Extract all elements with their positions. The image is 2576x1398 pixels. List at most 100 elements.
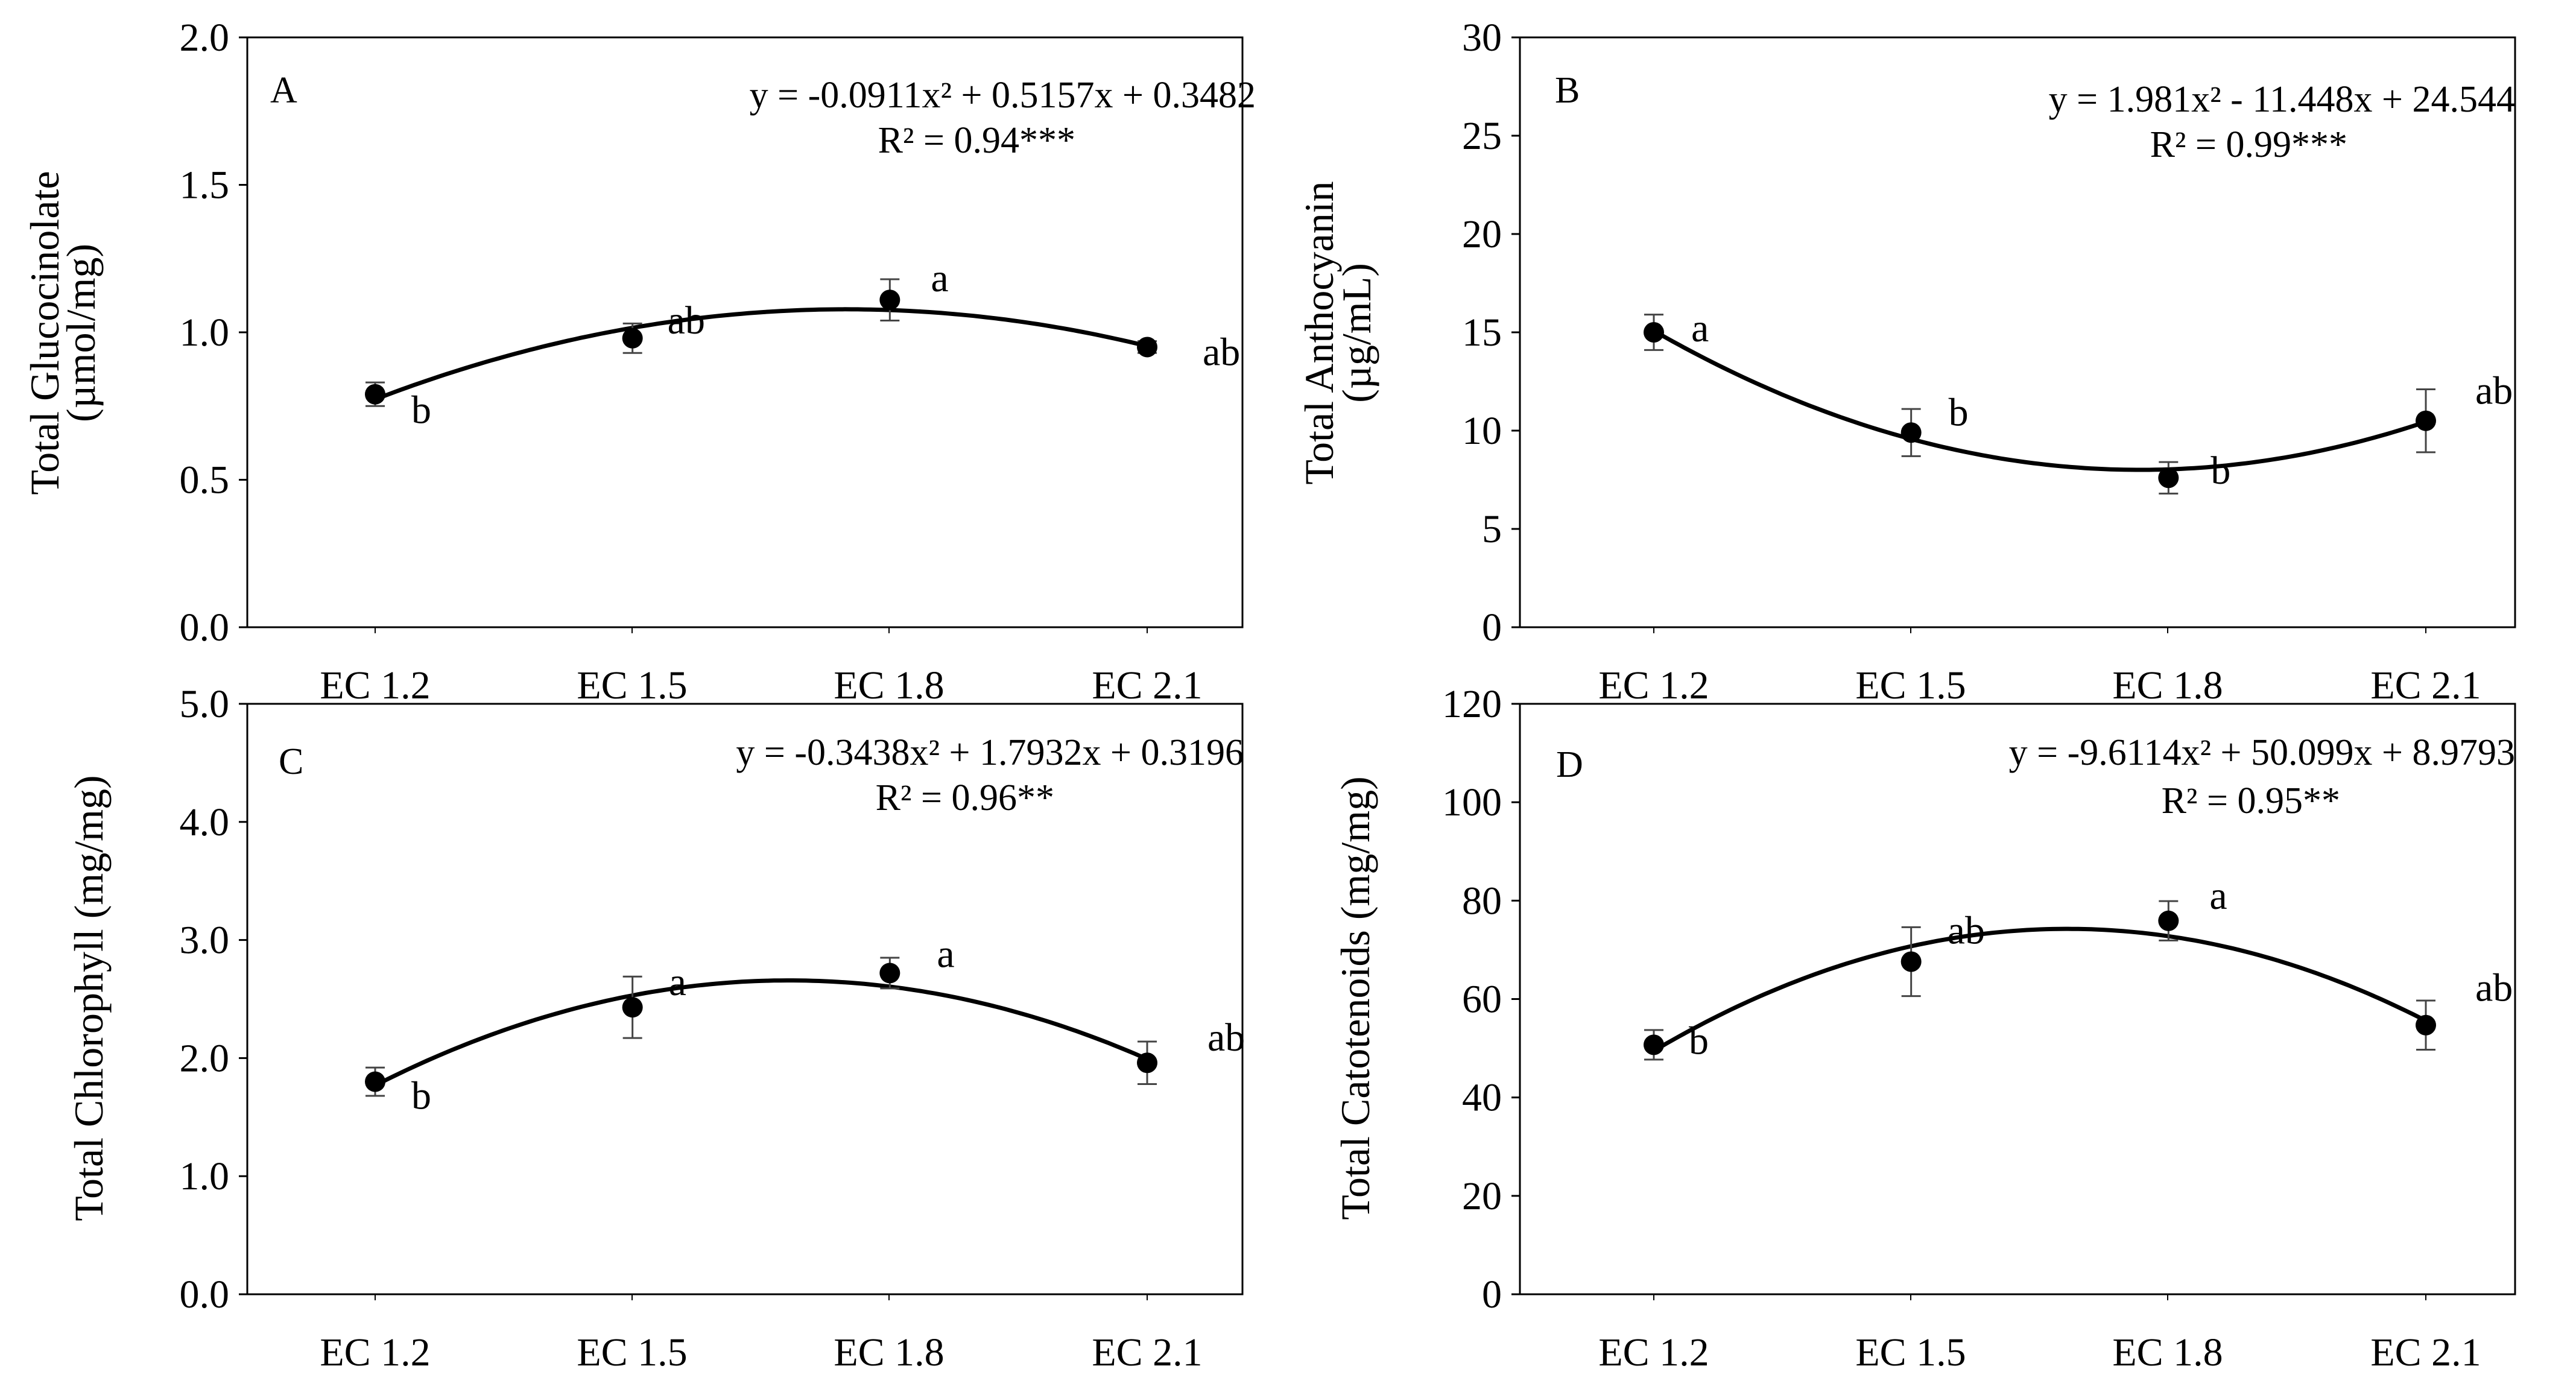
- significance-letter: ab: [1948, 908, 1985, 952]
- y-tick-label: 1.0: [180, 1154, 230, 1198]
- r-squared-label: R² = 0.99***: [2150, 124, 2347, 165]
- significance-letter: a: [2209, 874, 2227, 918]
- data-point: [1900, 422, 1922, 443]
- panel-letter: C: [279, 741, 303, 782]
- x-tick-label: EC 1.5: [1855, 663, 1966, 707]
- data-point: [2416, 1014, 2436, 1036]
- y-axis-label-line2: (µmol/mg): [58, 244, 104, 422]
- plot-frame: [246, 703, 1244, 1295]
- x-tick-label: EC 2.1: [2370, 663, 2481, 707]
- x-tick-label: EC 1.2: [320, 1330, 430, 1374]
- y-tick-label: 0: [1482, 606, 1502, 650]
- r-squared-label: R² = 0.96**: [876, 777, 1054, 818]
- significance-letter: ab: [1207, 1016, 1245, 1060]
- y-tick-label: 0.5: [180, 458, 230, 502]
- significance-letter: a: [669, 960, 686, 1004]
- y-tick-label: 2.0: [180, 16, 230, 60]
- trendline: [1653, 329, 2427, 472]
- x-tick-label: EC 1.2: [1598, 663, 1709, 707]
- significance-letter: a: [931, 256, 948, 300]
- x-tick-label: EC 1.2: [1598, 1330, 1709, 1374]
- data-point: [2158, 467, 2179, 489]
- significance-letter: ab: [2475, 966, 2513, 1010]
- y-tick-label: 25: [1462, 114, 1502, 158]
- significance-letter: b: [2210, 449, 2230, 493]
- data-point: [879, 963, 900, 984]
- panel-c: 0.0 1.0 2.0 3.0 4.0 5.0 EC 1.2 EC 1.5 EC 1.8 EC 2…: [66, 682, 1245, 1374]
- r-squared-label: R² = 0.95**: [2162, 780, 2340, 821]
- y-tick-label: 5.0: [180, 682, 230, 726]
- data-point: [1137, 1052, 1157, 1074]
- significance-letter: b: [1949, 390, 1969, 434]
- plot-frame: [1519, 36, 2516, 628]
- trendline: [1653, 926, 2427, 1053]
- y-axis-label: Total Chlorophyll (mg/mg): [66, 775, 112, 1221]
- data-point: [622, 997, 643, 1018]
- y-tick-label: 1.5: [180, 163, 230, 207]
- significance-letter: ab: [2475, 369, 2513, 413]
- y-tick-label: 4.0: [180, 800, 230, 844]
- significance-letter: a: [937, 932, 954, 976]
- x-tick-label: EC 1.5: [577, 663, 687, 707]
- y-tick-label: 30: [1462, 16, 1502, 60]
- x-tick-label: EC 2.1: [1092, 663, 1202, 707]
- y-tick-label: 3.0: [180, 919, 230, 963]
- x-tick-label: EC 1.8: [834, 663, 944, 707]
- data-point: [365, 1071, 385, 1092]
- y-axis-label-line1: Total Glucocinolate: [22, 171, 68, 495]
- x-tick-label: EC 1.5: [1855, 1330, 1966, 1374]
- x-tick-label: EC 1.2: [320, 663, 430, 707]
- y-tick-label: 100: [1442, 780, 1502, 824]
- y-tick-label: 20: [1462, 1174, 1502, 1218]
- y-tick-label: 5: [1482, 507, 1502, 551]
- panel-a: 0.0 0.5 1.0 1.5 2.0 EC 1.2 EC 1.5 EC 1.8 EC 2.1 T…: [22, 16, 1256, 707]
- plot-frame: [1519, 703, 2516, 1295]
- y-axis-label-line2: (µg/mL): [1334, 263, 1379, 403]
- y-axis-label-line1: Total Anthocyanin: [1296, 181, 1342, 484]
- panel-letter: B: [1555, 70, 1580, 111]
- y-tick-label: 120: [1442, 682, 1502, 726]
- y-tick-label: 0.0: [180, 1273, 230, 1317]
- y-tick-label: 80: [1462, 879, 1502, 923]
- significance-letter: b: [411, 388, 431, 432]
- significance-letter: b: [411, 1074, 431, 1118]
- y-tick-label: 0: [1482, 1273, 1502, 1317]
- regression-equation: y = -9.6114x² + 50.099x + 8.9793: [2009, 732, 2515, 773]
- significance-letter: a: [1691, 306, 1709, 350]
- significance-letter: b: [1689, 1019, 1709, 1063]
- trendline: [374, 978, 1148, 1087]
- panel-letter: A: [270, 70, 297, 111]
- x-tick-label: EC 2.1: [2370, 1330, 2481, 1374]
- y-tick-label: 20: [1462, 212, 1502, 256]
- panel-b: 0 5 10 15 20 25 30 EC 1.2 EC 1.5 EC 1.8 EC 2.1 Tota…: [1296, 16, 2516, 707]
- trendline: [374, 307, 1148, 402]
- y-tick-label: 0.0: [180, 606, 230, 650]
- y-tick-label: 15: [1462, 311, 1502, 355]
- x-tick-label: EC 1.5: [577, 1330, 687, 1374]
- panel-letter: D: [1556, 744, 1583, 785]
- y-tick-label: 60: [1462, 978, 1502, 1022]
- regression-equation: y = 1.981x² - 11.448x + 24.544: [2049, 79, 2515, 120]
- data-point: [2416, 410, 2436, 431]
- data-point: [879, 289, 900, 311]
- y-tick-label: 2.0: [180, 1036, 230, 1080]
- data-point: [1900, 951, 1922, 972]
- x-tick-label: EC 2.1: [1092, 1330, 1202, 1374]
- y-tick-label: 10: [1462, 409, 1502, 453]
- significance-letter: ab: [1203, 330, 1240, 374]
- regression-equation: y = -0.3438x² + 1.7932x + 0.3196: [736, 732, 1244, 773]
- x-tick-label: EC 1.8: [2112, 663, 2223, 707]
- data-point: [1137, 337, 1157, 358]
- data-point: [365, 384, 385, 405]
- r-squared-label: R² = 0.94***: [878, 120, 1075, 161]
- y-tick-label: 40: [1462, 1076, 1502, 1120]
- significance-letter: ab: [668, 299, 705, 343]
- data-point: [622, 327, 643, 349]
- data-point: [2158, 910, 2179, 931]
- y-axis-label: Total Catotenoids (mg/mg): [1332, 776, 1378, 1220]
- data-point: [1644, 1034, 1664, 1055]
- y-tick-label: 1.0: [180, 311, 230, 355]
- x-tick-label: EC 1.8: [2112, 1330, 2223, 1374]
